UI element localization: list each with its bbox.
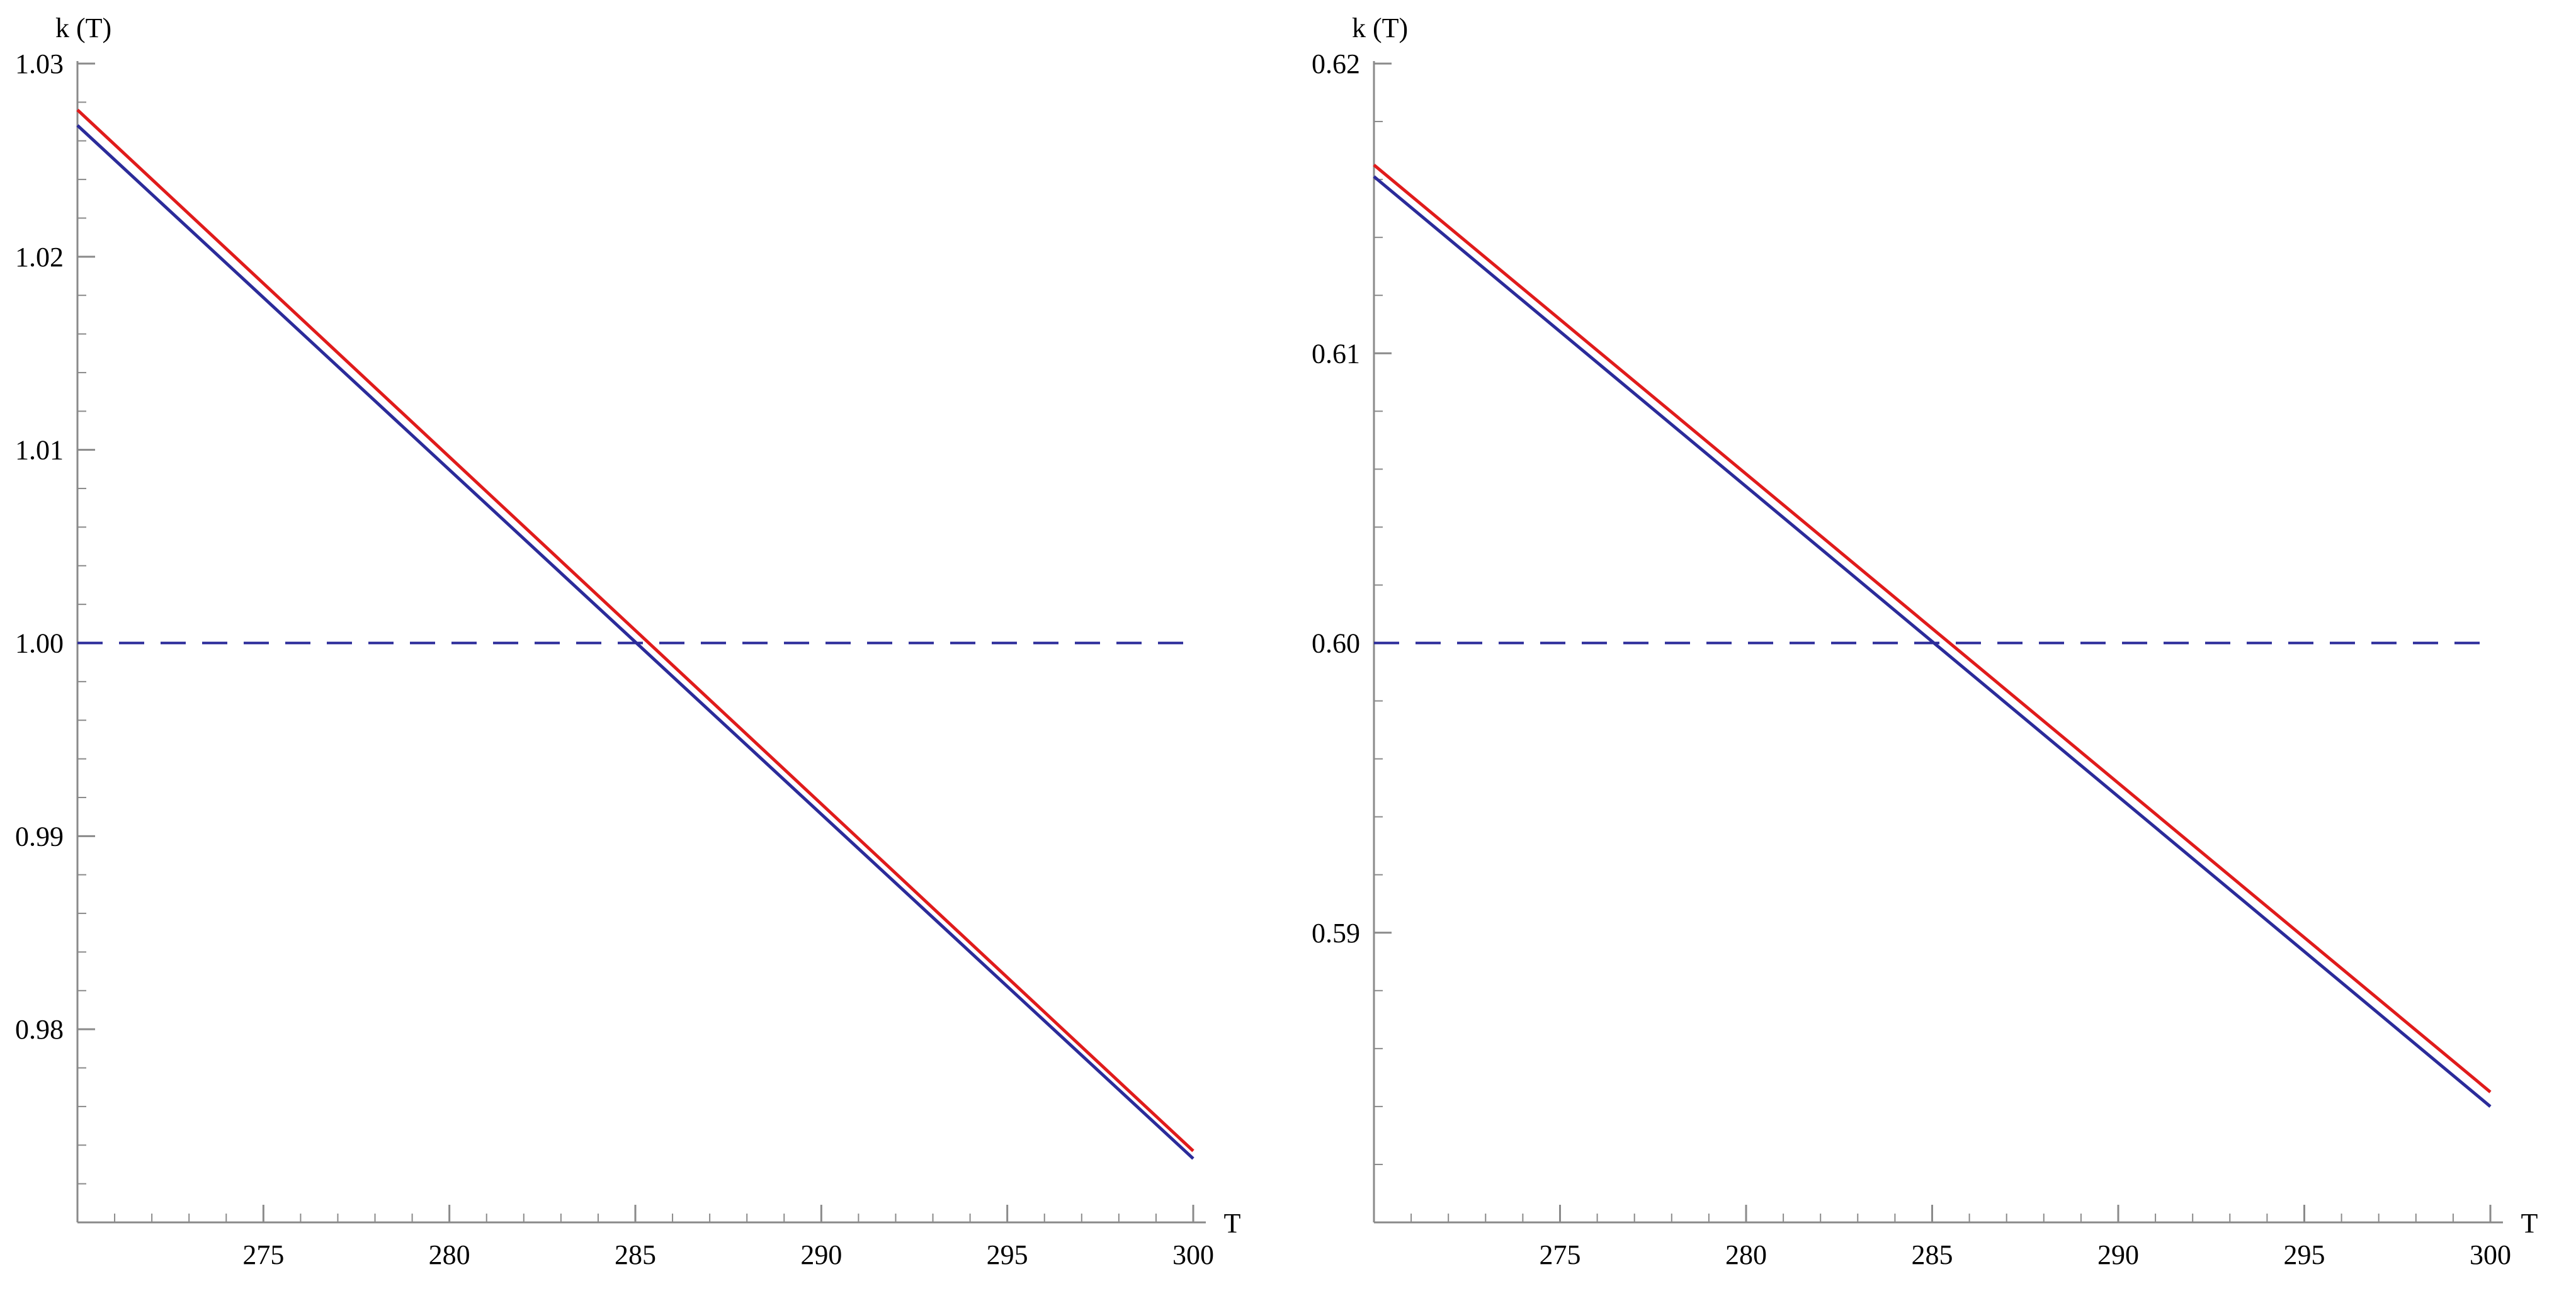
y-tick-label: 1.00 xyxy=(15,628,64,659)
y-tick-label: 0.98 xyxy=(15,1014,64,1045)
x-axis-label: T xyxy=(2521,1208,2538,1239)
x-tick-label: 290 xyxy=(800,1239,842,1270)
x-tick-label: 300 xyxy=(2470,1239,2511,1270)
x-tick-label: 275 xyxy=(242,1239,284,1270)
x-tick-label: 280 xyxy=(429,1239,470,1270)
y-tick-label: 0.59 xyxy=(1312,918,1360,949)
y-tick-label: 0.62 xyxy=(1312,48,1360,79)
red-series-line xyxy=(1373,164,2492,1093)
right-plot: 275 280 285 290 295 300 0.59 0.60 0.61 0.62 Tk (T) xyxy=(1312,13,2538,1270)
y-tick-label: 1.02 xyxy=(15,242,64,273)
blue-series-line xyxy=(1373,175,2492,1108)
x-axis-label: T xyxy=(1224,1208,1241,1239)
y-tick-label: 0.99 xyxy=(15,821,64,852)
y-tick-label: 1.03 xyxy=(15,48,64,79)
red-series-line xyxy=(76,108,1194,1153)
left-plot: 275 280 285 290 295 300 0.98 0.99 1.00 1.01 1.02 1.… xyxy=(15,13,1241,1270)
y-axis-label: k (T) xyxy=(1352,13,1408,43)
x-tick-label: 290 xyxy=(2097,1239,2139,1270)
y-tick-label: 0.61 xyxy=(1312,338,1360,369)
y-tick-label: 0.60 xyxy=(1312,628,1360,659)
x-tick-label: 295 xyxy=(2284,1239,2325,1270)
x-tick-label: 275 xyxy=(1540,1239,1581,1270)
x-tick-label: 285 xyxy=(1912,1239,1953,1270)
y-axis-label: k (T) xyxy=(55,13,111,43)
x-tick-label: 295 xyxy=(987,1239,1028,1270)
x-tick-label: 300 xyxy=(1172,1239,1214,1270)
x-tick-label: 280 xyxy=(1725,1239,1767,1270)
x-tick-label: 285 xyxy=(615,1239,656,1270)
y-tick-label: 1.01 xyxy=(15,435,64,466)
